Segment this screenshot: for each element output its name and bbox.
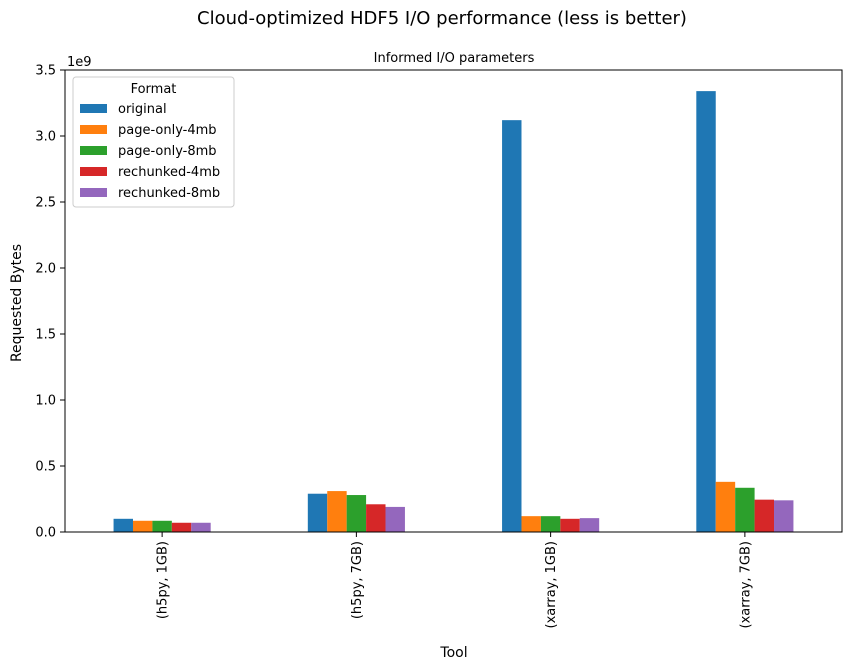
bar-page-only-4mb: [715, 481, 736, 532]
bar-rechunked-4mb: [366, 504, 386, 532]
bars: [113, 91, 794, 533]
y-axis: 0.0 0.5 1.0 1.5 2.0 2.5 3.0 3.5: [35, 64, 65, 541]
legend-swatch-page-only-4mb: [80, 125, 107, 134]
y-tick-label: 1.5: [35, 328, 56, 343]
x-tick-label: (h5py, 7GB): [350, 541, 365, 619]
legend-swatch-page-only-8mb: [80, 146, 107, 155]
y-axis-label: Requested Bytes: [9, 244, 25, 362]
legend-label: original: [118, 102, 167, 117]
y-tick-label: 2.0: [35, 262, 56, 277]
bar-rechunked-4mb: [560, 518, 580, 532]
bar-original: [502, 120, 522, 532]
bar-rechunked-4mb: [171, 522, 192, 532]
legend: Format original page-only-4mb page-only-8mb…: [72, 76, 235, 208]
bar-rechunked-8mb: [385, 506, 405, 532]
y-tick-label: 1.0: [35, 394, 56, 409]
x-tick-label: (xarray, 1GB): [544, 541, 559, 628]
bar-rechunked-8mb: [774, 500, 794, 532]
legend-swatch-rechunked-8mb: [80, 188, 107, 197]
legend-label: rechunked-8mb: [118, 186, 220, 201]
x-tick-label: (xarray, 7GB): [738, 541, 753, 628]
bar-rechunked-4mb: [754, 499, 775, 532]
legend-swatch-rechunked-4mb: [80, 167, 107, 176]
chart-title: Informed I/O parameters: [374, 51, 535, 66]
legend-label: page-only-8mb: [118, 144, 217, 159]
y-tick-label: 0.5: [35, 460, 56, 475]
y-tick-label: 0.0: [35, 526, 56, 541]
x-axis: (h5py, 1GB) (h5py, 7GB) (xarray, 1GB) (xarr…: [156, 532, 753, 628]
y-tick-label: 3.5: [35, 64, 56, 79]
x-axis-label: Tool: [439, 645, 467, 661]
y-scale-label: 1e9: [67, 55, 92, 70]
y-tick-label: 3.0: [35, 130, 56, 145]
legend-title: Format: [131, 82, 177, 97]
bar-page-only-4mb: [132, 520, 153, 532]
bar-original: [696, 91, 716, 533]
legend-swatch-original: [80, 104, 107, 113]
bar-rechunked-8mb: [191, 522, 211, 532]
bar-page-only-4mb: [521, 516, 541, 532]
legend-box: [72, 76, 235, 208]
bar-rechunked-8mb: [579, 518, 600, 532]
bar-page-only-8mb: [152, 520, 172, 532]
x-tick-label: (h5py, 1GB): [156, 541, 171, 619]
chart-suptitle: Cloud-optimized HDF5 I/O performance (le…: [197, 8, 687, 29]
bar-page-only-8mb: [735, 487, 755, 532]
bar-original: [113, 518, 133, 532]
bar-page-only-4mb: [327, 491, 347, 532]
y-tick-label: 2.5: [35, 196, 56, 211]
bar-page-only-8mb: [346, 495, 367, 532]
plot-frame: [64, 69, 843, 533]
legend-label: page-only-4mb: [118, 123, 217, 138]
bar-page-only-8mb: [540, 516, 561, 532]
legend-label: rechunked-4mb: [118, 165, 220, 180]
bar-original: [307, 493, 328, 532]
